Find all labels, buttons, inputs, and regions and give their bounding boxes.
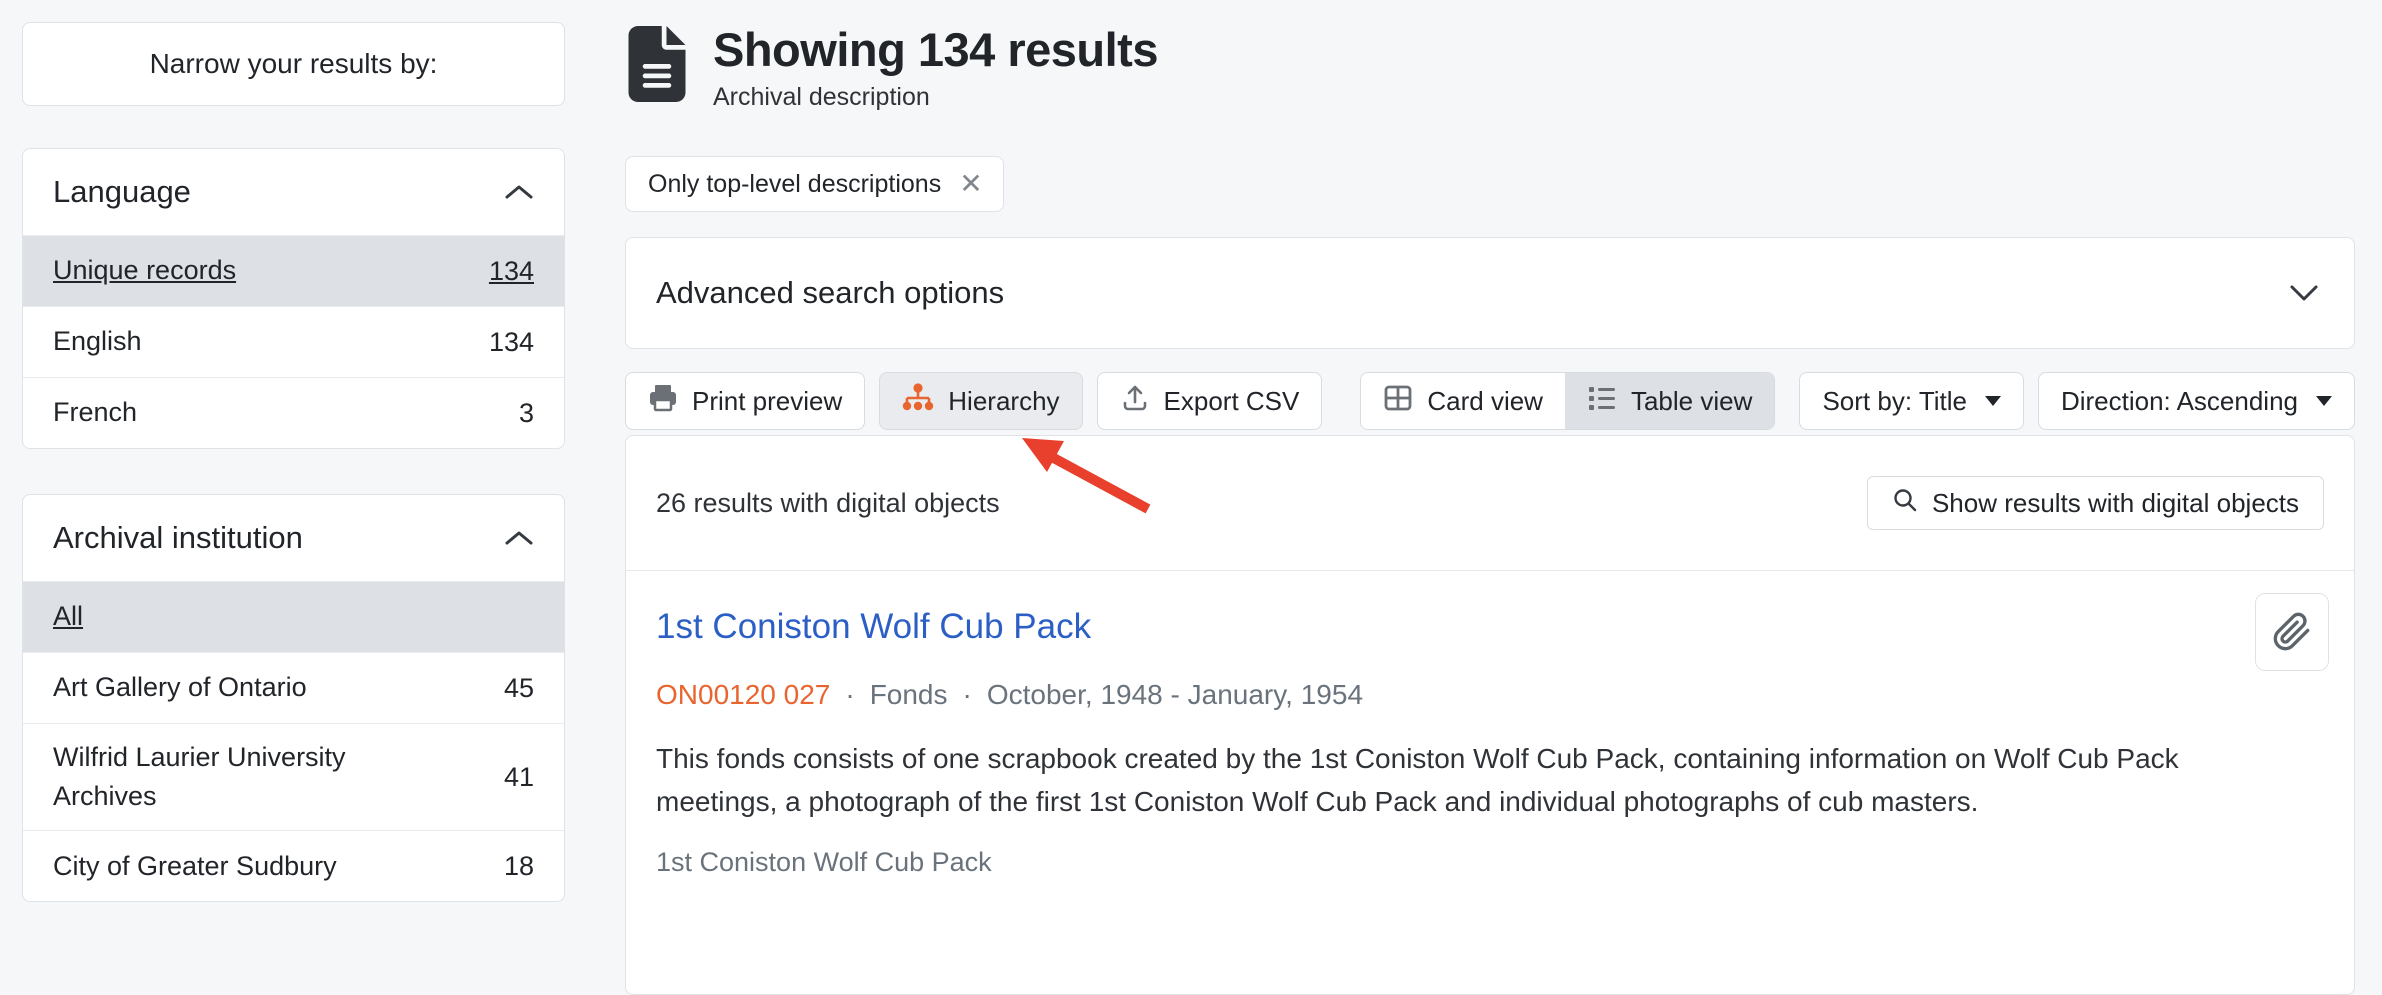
facet-count[interactable]: 134 (488, 255, 534, 286)
level-of-description: Fonds (869, 679, 948, 710)
caret-down-icon (1984, 396, 2001, 406)
results-toolbar: Print preview Hierarchy (625, 372, 2355, 430)
facet-row: English 134 (23, 306, 564, 377)
result-title-link[interactable]: 1st Coniston Wolf Cub Pack (656, 607, 1092, 646)
chevron-up-icon[interactable] (504, 183, 534, 201)
meta-separator: · (845, 679, 855, 710)
facet-row: Art Gallery of Ontario 45 (23, 652, 564, 723)
export-csv-button[interactable]: Export CSV (1096, 372, 1323, 430)
list-icon (1587, 384, 1617, 419)
hierarchy-label: Hierarchy (948, 385, 1060, 416)
facet-archival-institution: Archival institution All Art Gallery of … (22, 494, 565, 903)
grid-icon (1383, 383, 1413, 420)
filter-chip-top-level: Only top-level descriptions ✕ (625, 156, 1004, 212)
reference-code: ON00120 027 (656, 679, 831, 710)
show-digital-objects-label: Show results with digital objects (1931, 487, 2299, 518)
page-subtitle: Archival description (713, 82, 930, 111)
hierarchy-sitemap-icon (902, 382, 934, 420)
facet-count: 45 (503, 672, 534, 703)
filter-chip-label: Only top-level descriptions (648, 169, 942, 198)
chevron-up-icon[interactable] (504, 529, 534, 547)
chevron-down-icon (2288, 275, 2320, 311)
caret-down-icon (2316, 396, 2332, 406)
search-icon (1892, 487, 1918, 520)
close-icon[interactable]: ✕ (959, 167, 983, 200)
sort-by-dropdown[interactable]: Sort by: Title (1799, 372, 2024, 430)
export-upload-icon (1120, 383, 1150, 420)
facet-count: 41 (503, 761, 534, 792)
results-list: 26 results with digital objects Show res… (625, 435, 2355, 995)
digital-objects-summary-row: 26 results with digital objects Show res… (626, 436, 2354, 571)
table-view-label: Table view (1630, 385, 1753, 416)
page-title: Showing 134 results (713, 23, 1158, 76)
show-digital-objects-button[interactable]: Show results with digital objects (1866, 476, 2324, 530)
printer-icon (648, 383, 678, 420)
results-header: Showing 134 results Archival description (625, 24, 1158, 112)
advanced-search-toggle[interactable]: Advanced search options (625, 237, 2355, 349)
digital-objects-summary: 26 results with digital objects (656, 487, 1000, 518)
card-view-button[interactable]: Card view (1361, 373, 1565, 429)
result-item: 1st Coniston Wolf Cub Pack ON00120 027 ·… (626, 571, 2354, 908)
sidebar-title: Narrow your results by: (22, 22, 565, 106)
facet-link-art-gallery-of-ontario[interactable]: Art Gallery of Ontario (53, 672, 307, 703)
facet-link-unique-records[interactable]: Unique records (53, 255, 237, 286)
facet-institution-header[interactable]: Archival institution (23, 495, 564, 581)
facet-link-french[interactable]: French (53, 397, 138, 428)
facet-link-city-of-greater-sudbury[interactable]: City of Greater Sudbury (53, 850, 337, 881)
result-meta: ON00120 027 · Fonds · October, 1948 - Ja… (656, 679, 2324, 711)
facet-link-all[interactable]: All (53, 601, 84, 632)
advanced-search-label: Advanced search options (656, 275, 1005, 310)
table-view-button[interactable]: Table view (1564, 373, 1775, 429)
paperclip-icon[interactable] (2255, 593, 2329, 671)
card-view-label: Card view (1427, 385, 1543, 416)
facet-sidebar: Narrow your results by: Language Unique … (22, 22, 565, 903)
facet-language: Language Unique records 134 English 134 … (22, 148, 565, 449)
facet-language-title: Language (53, 174, 191, 209)
facet-row: French 3 (23, 377, 564, 448)
print-preview-label: Print preview (692, 385, 843, 416)
sort-by-label: Sort by: Title (1822, 385, 1967, 416)
direction-dropdown[interactable]: Direction: Ascending (2037, 372, 2355, 430)
facet-link-english[interactable]: English (53, 326, 142, 357)
document-icon (625, 26, 689, 112)
facet-count: 134 (488, 326, 534, 357)
facet-row: All (23, 581, 564, 652)
facet-row: Unique records 134 (23, 235, 564, 306)
hierarchy-button[interactable]: Hierarchy (879, 372, 1083, 430)
meta-separator: · (962, 679, 972, 710)
direction-label: Direction: Ascending (2060, 385, 2298, 416)
facet-institution-title: Archival institution (53, 520, 303, 555)
facet-count: 3 (518, 397, 534, 428)
view-toggle-group: Card view Table view (1360, 372, 1776, 430)
facet-row: City of Greater Sudbury 18 (23, 830, 564, 901)
export-csv-label: Export CSV (1163, 385, 1300, 416)
result-description: This fonds consists of one scrapbook cre… (656, 743, 2179, 817)
sidebar-title-label: Narrow your results by: (149, 48, 438, 79)
print-preview-button[interactable]: Print preview (625, 372, 866, 430)
facet-language-header[interactable]: Language (23, 149, 564, 235)
facet-link-wilfrid-laurier[interactable]: Wilfrid Laurier University Archives (53, 742, 346, 812)
result-dates: October, 1948 - January, 1954 (986, 679, 1364, 710)
facet-row: Wilfrid Laurier University Archives 41 (23, 723, 564, 830)
result-creator: 1st Coniston Wolf Cub Pack (656, 847, 992, 877)
facet-count: 18 (503, 850, 534, 881)
